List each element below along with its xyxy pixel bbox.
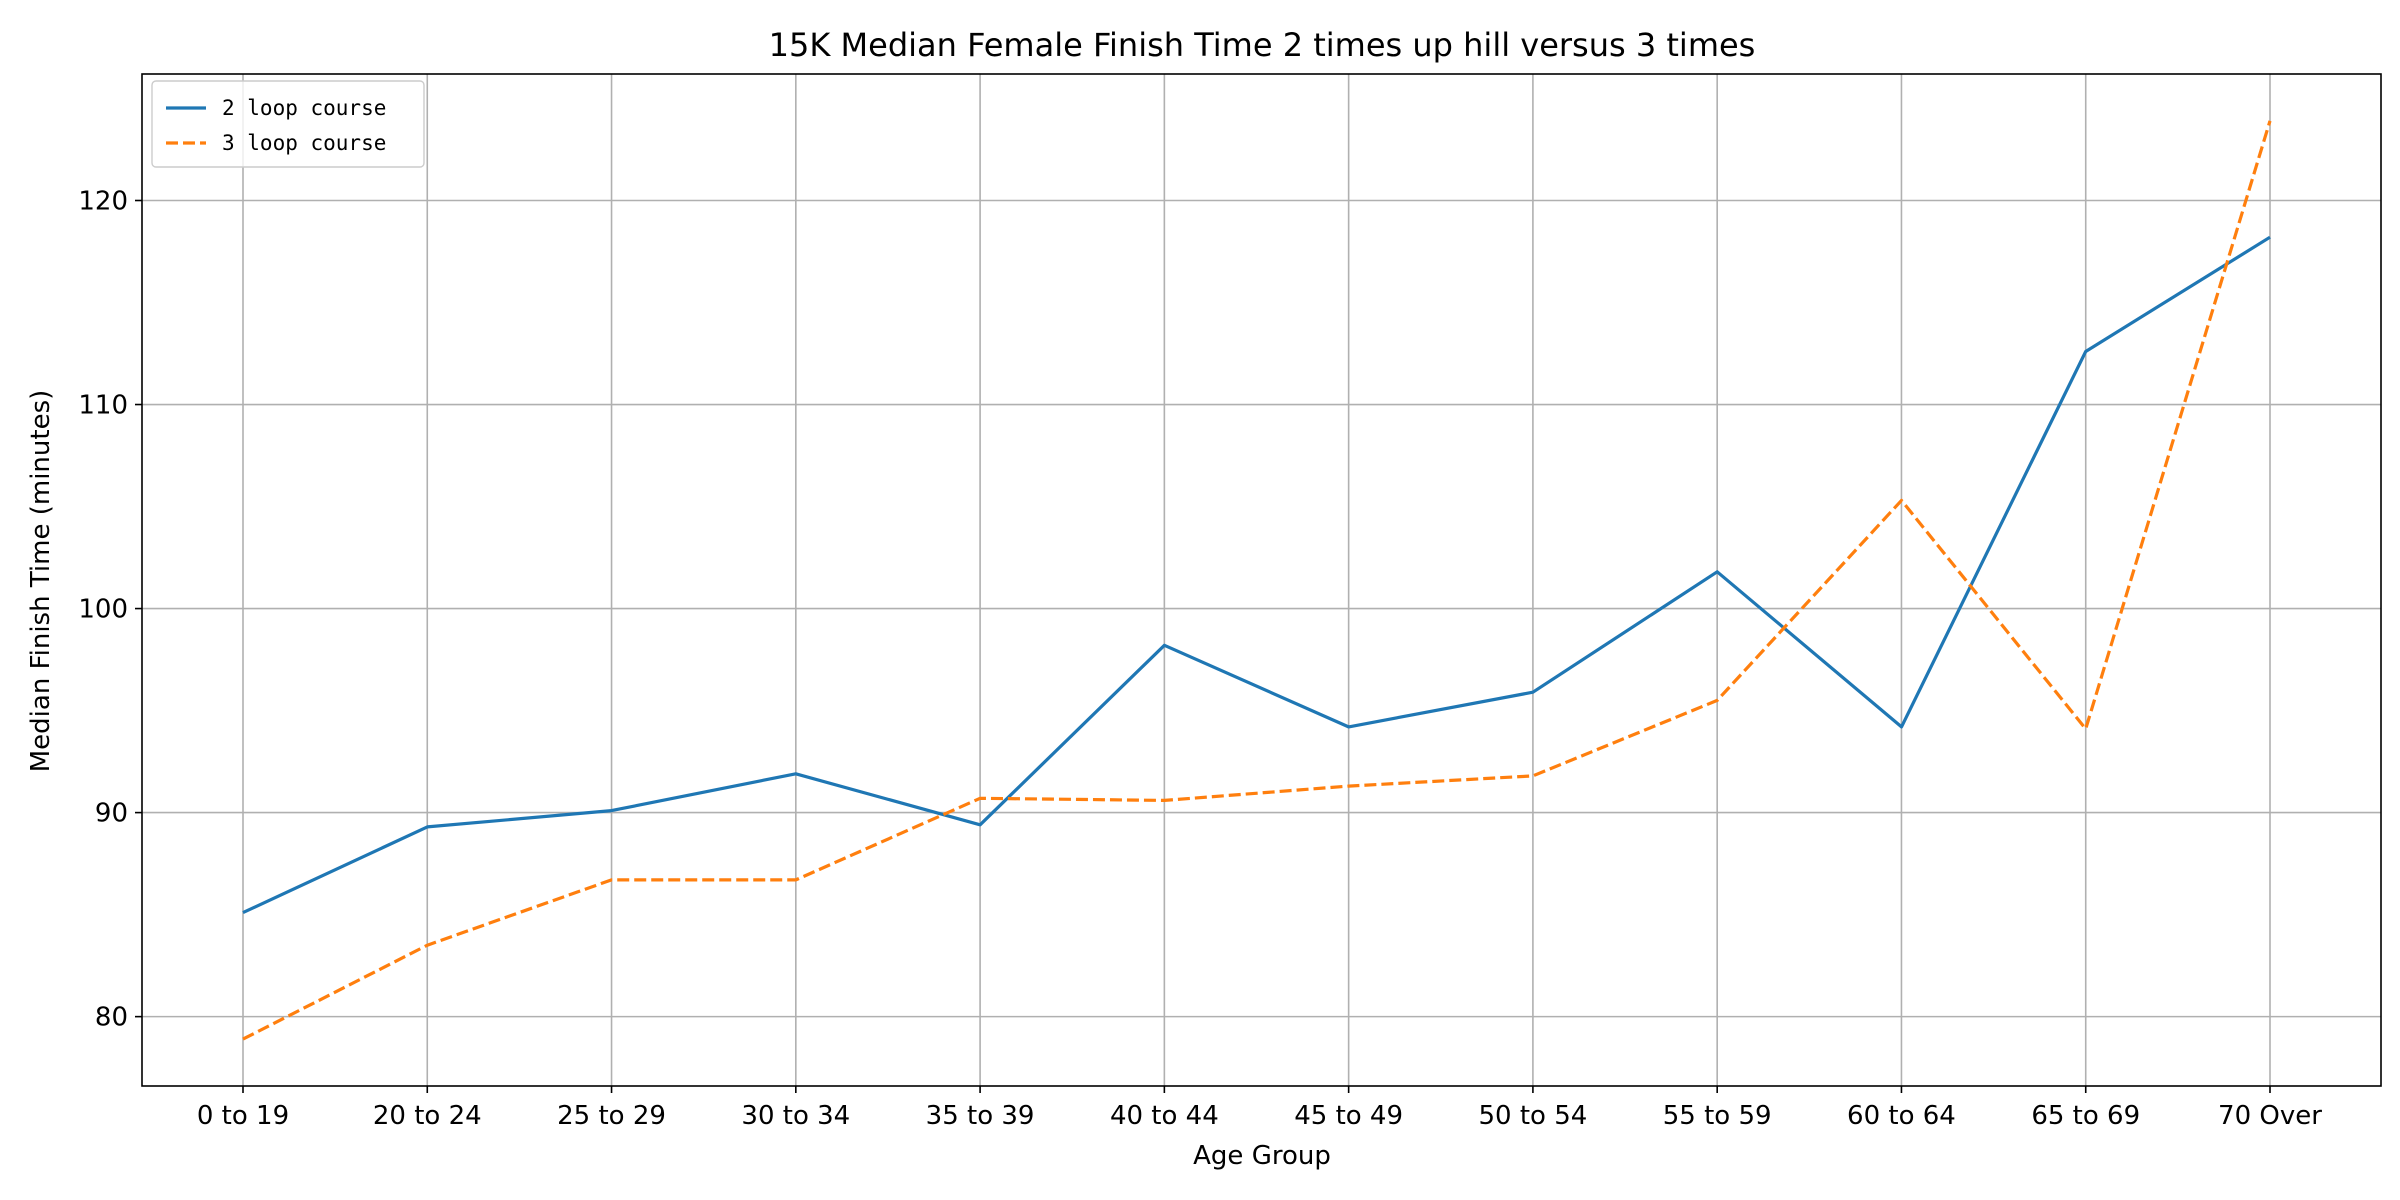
x-tick-label: 0 to 19	[197, 1101, 289, 1131]
y-tick-label: 120	[78, 187, 128, 217]
x-tick-label: 20 to 24	[373, 1101, 482, 1131]
x-tick-label: 70 Over	[2218, 1101, 2322, 1131]
legend-label: 3 loop course	[222, 131, 386, 155]
x-tick-label: 35 to 39	[926, 1101, 1035, 1131]
plot-area-frame	[141, 73, 2382, 1087]
series-line-2	[242, 120, 2272, 1041]
x-tick-label: 65 to 69	[2031, 1101, 2140, 1131]
y-tick-label: 100	[78, 595, 128, 625]
grid-lines	[142, 74, 2381, 1086]
y-axis-label: Median Finish Time (minutes)	[26, 390, 56, 773]
x-tick-label: 50 to 54	[1479, 1101, 1588, 1131]
x-tick-label: 40 to 44	[1110, 1101, 1219, 1131]
series-lines	[242, 120, 2272, 1041]
x-tick-label: 60 to 64	[1847, 1101, 1956, 1131]
x-axis-label: Age Group	[1193, 1141, 1331, 1171]
x-tick-label: 25 to 29	[557, 1101, 666, 1131]
y-tick-label: 90	[95, 799, 128, 829]
series-line-1	[242, 235, 2271, 915]
axis-ticks: 0 to 19 20 to 24 25 to 29 30 to 34 35 to 39 4…	[78, 187, 2322, 1132]
x-tick-label: 30 to 34	[741, 1101, 850, 1131]
y-tick-label: 110	[78, 391, 128, 421]
legend: 2 loop course 3 loop course	[151, 80, 425, 168]
legend-label: 2 loop course	[222, 96, 386, 120]
x-tick-label: 45 to 49	[1294, 1101, 1403, 1131]
legend-box	[151, 80, 425, 168]
chart-title: 15K Median Female Finish Time 2 times up…	[769, 26, 1756, 64]
x-tick-label: 55 to 59	[1663, 1101, 1772, 1131]
y-tick-label: 80	[95, 1003, 128, 1033]
